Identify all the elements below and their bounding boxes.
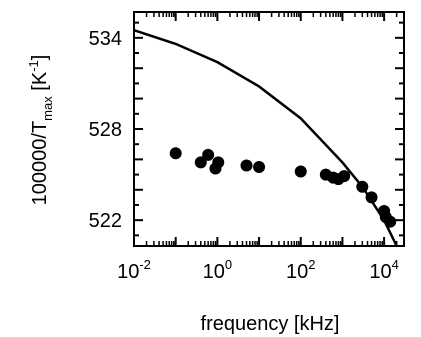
- y-axis-title: 100000/Tmax [K-1]: [26, 55, 55, 206]
- x-tick-label-base: 10: [203, 261, 225, 283]
- data-point: [294, 165, 307, 178]
- x-tick-label: 100: [203, 257, 232, 283]
- data-point: [384, 215, 397, 228]
- minor-ticks: [134, 12, 404, 246]
- data-point: [169, 147, 182, 160]
- x-tick-label-exp: 4: [392, 257, 399, 272]
- y-tick-label: 534: [89, 28, 122, 50]
- data-point: [240, 159, 253, 172]
- x-tick-label-exp: 2: [308, 257, 315, 272]
- y-axis-title-main: 100000/T: [29, 121, 51, 206]
- data-point: [253, 160, 266, 173]
- y-axis-title-unit: [K: [29, 71, 51, 96]
- x-tick-label-exp: 0: [225, 257, 232, 272]
- data-point: [202, 148, 215, 161]
- series-line: [134, 29, 398, 246]
- plot-frame: [133, 11, 405, 247]
- y-tick-label: 522: [89, 210, 122, 232]
- x-tick-label: 102: [286, 257, 315, 283]
- x-axis-title: frequency [kHz]: [201, 313, 340, 335]
- major-ticks: [133, 12, 386, 246]
- x-tick-label: 10-2: [117, 257, 151, 283]
- x-tick-label-base: 10: [117, 261, 139, 283]
- y-tick-label: 528: [89, 119, 122, 141]
- x-tick-label-exp: -2: [139, 257, 151, 272]
- x-tick-labels: 10-2 100 102 104: [117, 257, 399, 283]
- fit-curve: [134, 29, 398, 246]
- data-point: [356, 180, 369, 193]
- data-point: [338, 170, 351, 183]
- x-tick-label: 104: [369, 257, 398, 283]
- y-axis-title-unit-close: ]: [29, 55, 51, 61]
- y-axis-title-sub: max: [40, 96, 55, 121]
- y-tick-labels: 522 528 534: [89, 28, 122, 232]
- data-point: [194, 156, 207, 169]
- data-point: [365, 191, 378, 204]
- series-points: [169, 147, 397, 228]
- x-tick-label-base: 10: [369, 261, 391, 283]
- x-tick-label-base: 10: [286, 261, 308, 283]
- y-axis-title-unit-sup: -1: [26, 60, 41, 72]
- data-point: [212, 156, 225, 169]
